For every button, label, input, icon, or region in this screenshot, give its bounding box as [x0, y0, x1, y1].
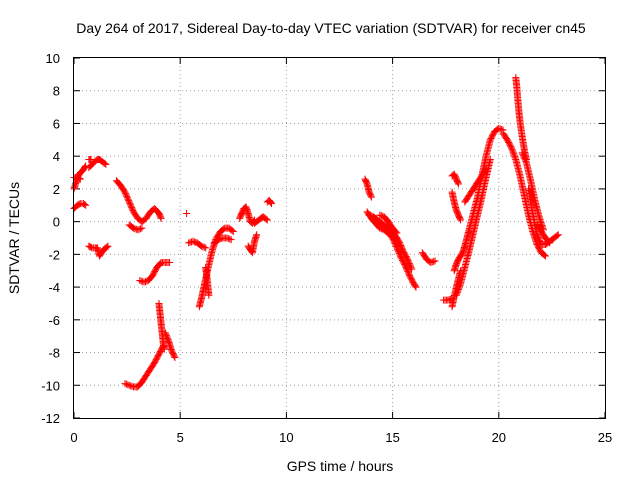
data-point-marker — [454, 287, 462, 295]
y-tick-label: 0 — [53, 215, 60, 230]
data-point-marker — [183, 209, 191, 217]
data-point-marker — [137, 225, 145, 233]
data-point-marker — [205, 291, 213, 299]
data-point-marker — [509, 147, 517, 155]
y-tick-label: 6 — [53, 116, 60, 131]
data-point-marker — [508, 144, 516, 152]
plot-frame — [73, 57, 606, 419]
data-point-marker — [510, 150, 518, 158]
y-tick-label: -8 — [48, 346, 60, 361]
data-point-marker — [392, 228, 400, 236]
data-point-marker — [267, 199, 275, 207]
data-markers — [70, 74, 562, 391]
data-point-marker — [486, 155, 494, 163]
data-point-marker — [82, 162, 90, 170]
data-point-marker — [407, 264, 415, 272]
data-point-marker — [76, 175, 84, 183]
x-tick-label: 20 — [492, 430, 506, 445]
data-point-marker — [511, 153, 519, 161]
data-point-marker — [253, 231, 261, 239]
data-point-marker — [226, 235, 234, 243]
data-point-marker — [482, 165, 490, 173]
data-point-marker — [408, 265, 416, 273]
data-point-marker — [412, 283, 420, 291]
y-tick-label: 4 — [53, 149, 60, 164]
data-point-marker — [454, 180, 462, 188]
data-point-marker — [540, 251, 548, 259]
data-point-marker — [453, 290, 461, 298]
data-point-marker — [87, 155, 95, 163]
data-point-marker — [268, 200, 276, 208]
y-tick-label: 2 — [53, 182, 60, 197]
data-point-marker — [456, 215, 464, 223]
y-axis-label: SDTVAR / TECUs — [6, 182, 22, 294]
x-tick-label: 5 — [177, 430, 184, 445]
data-point-marker — [411, 282, 419, 290]
data-point-marker — [75, 175, 83, 183]
data-point-marker — [227, 236, 235, 244]
y-tick-label: -4 — [48, 280, 60, 295]
data-point-marker — [456, 281, 464, 289]
data-point-marker — [452, 291, 460, 299]
data-point-marker — [166, 259, 174, 267]
data-point-marker — [367, 193, 375, 201]
y-tick-label: 10 — [46, 51, 60, 66]
data-point-marker — [171, 353, 179, 361]
x-tick-label: 15 — [385, 430, 399, 445]
data-point-marker — [103, 243, 111, 251]
data-point-marker — [511, 154, 519, 162]
data-point-marker — [102, 160, 110, 168]
y-tick-label: -12 — [41, 411, 60, 426]
data-point-marker — [454, 286, 462, 294]
data-point-marker — [453, 288, 461, 296]
data-point-marker — [546, 239, 554, 247]
data-point-marker — [157, 213, 165, 221]
data-point-marker — [101, 160, 109, 168]
x-axis-label: GPS time / hours — [287, 458, 394, 474]
y-tick-label: -2 — [48, 247, 60, 262]
data-point-marker — [430, 257, 438, 265]
data-point-marker — [542, 252, 550, 260]
data-point-marker — [455, 284, 463, 292]
data-point-marker — [454, 179, 462, 187]
data-point-marker — [456, 283, 464, 291]
data-point-marker — [200, 243, 208, 251]
data-point-marker — [393, 229, 401, 237]
data-point-marker — [522, 157, 530, 165]
x-tick-label: 0 — [70, 430, 77, 445]
data-point-marker — [498, 125, 506, 133]
data-point-marker — [431, 257, 439, 265]
data-point-marker — [160, 345, 168, 353]
data-point-marker — [545, 238, 553, 246]
data-point-marker — [553, 232, 561, 240]
data-point-marker — [229, 227, 237, 235]
chart-title: Day 264 of 2017, Sidereal Day-to-day VTE… — [76, 20, 586, 36]
data-point-marker — [509, 148, 517, 156]
data-point-marker — [457, 216, 465, 224]
data-point-marker — [104, 242, 112, 250]
x-tick-label: 10 — [279, 430, 293, 445]
axis-ticks: 0 5 10 15 20 25 -12 -10 -8 -6 -4 -2 0 2 4 6 8 10 — [41, 51, 612, 445]
data-point-marker — [367, 192, 375, 200]
data-point-marker — [262, 215, 270, 223]
y-tick-label: 8 — [53, 84, 60, 99]
data-point-marker — [481, 167, 489, 175]
data-point-marker — [82, 201, 90, 209]
data-point-marker — [81, 200, 89, 208]
y-tick-label: -6 — [48, 313, 60, 328]
y-tick-label: -10 — [41, 378, 60, 393]
data-point-marker — [170, 352, 178, 360]
data-point-marker — [554, 231, 562, 239]
data-point-marker — [510, 151, 518, 159]
data-point-marker — [157, 214, 165, 222]
data-point-marker — [138, 224, 146, 232]
data-point-marker — [508, 145, 516, 153]
data-point-marker — [228, 227, 236, 235]
data-point-marker — [202, 244, 210, 252]
data-point-marker — [263, 216, 271, 224]
x-tick-label: 25 — [598, 430, 612, 445]
